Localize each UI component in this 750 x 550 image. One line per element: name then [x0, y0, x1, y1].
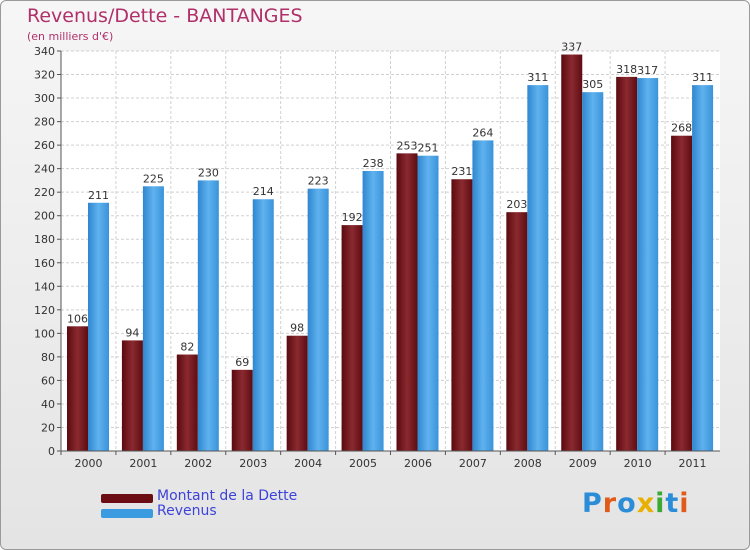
data-label: 82 [180, 341, 194, 354]
legend-swatch-revenus [101, 509, 153, 518]
x-tick-label: 2011 [679, 457, 707, 470]
y-tick-label: 160 [34, 257, 55, 270]
chart-subtitle: (en milliers d'€) [27, 30, 114, 43]
y-tick-label: 120 [34, 304, 55, 317]
data-label: 214 [253, 185, 274, 198]
x-tick-label: 2008 [514, 457, 542, 470]
bar-dette [506, 212, 528, 451]
y-tick-label: 60 [41, 374, 55, 387]
logo-letter: i [679, 488, 690, 519]
chart-title: Revenus/Dette - BANTANGES [27, 5, 303, 27]
bar-revenus [692, 85, 714, 451]
logo-letter: o [617, 488, 637, 519]
y-tick-label: 40 [41, 398, 55, 411]
x-tick-label: 2007 [459, 457, 487, 470]
bar-revenus [197, 180, 219, 452]
bar-revenus [582, 92, 604, 452]
bar-revenus [417, 155, 439, 452]
logo-letter: i [655, 488, 666, 519]
y-tick-label: 100 [34, 327, 55, 340]
y-tick-label: 180 [34, 233, 55, 246]
x-tick-label: 2001 [129, 457, 157, 470]
data-label: 225 [143, 172, 164, 185]
bar-dette [341, 225, 363, 451]
data-label: 230 [198, 166, 219, 179]
y-tick-label: 140 [34, 280, 55, 293]
x-tick-label: 2005 [349, 457, 377, 470]
bar-dette [231, 369, 253, 451]
data-label: 253 [397, 139, 418, 152]
data-label: 337 [561, 41, 582, 54]
bar-dette [286, 335, 308, 451]
y-tick-label: 320 [34, 69, 55, 82]
data-label: 251 [418, 142, 439, 155]
bar-revenus [472, 140, 494, 452]
data-label: 98 [290, 322, 304, 335]
data-label: 268 [671, 122, 692, 135]
y-tick-label: 280 [34, 116, 55, 129]
y-tick-label: 340 [34, 45, 55, 58]
bar-dette [671, 135, 693, 452]
data-label: 318 [616, 63, 637, 76]
x-tick-label: 2003 [239, 457, 267, 470]
y-tick-label: 0 [48, 445, 55, 458]
y-tick-label: 80 [41, 351, 55, 364]
legend-label-revenus: Revenus [157, 503, 217, 519]
data-label: 223 [308, 175, 329, 188]
data-label: 311 [692, 71, 713, 84]
legend-label-dette: Montant de la Dette [157, 488, 298, 504]
bar-dette [451, 179, 473, 451]
x-tick-label: 2009 [569, 457, 597, 470]
legend-swatch-dette [101, 494, 153, 503]
data-label: 94 [125, 326, 139, 339]
data-label: 238 [363, 157, 384, 170]
bar-revenus [252, 199, 274, 451]
logo-letter: t [665, 488, 680, 519]
bar-dette [561, 54, 583, 451]
bar-dette [67, 326, 88, 451]
data-label: 211 [88, 189, 109, 202]
x-tick-label: 2006 [404, 457, 432, 470]
data-label: 231 [451, 165, 472, 178]
logo-letter: P [582, 488, 603, 519]
proxiti-logo: Proxiti [582, 488, 690, 519]
data-label: 264 [472, 126, 493, 139]
bar-revenus [362, 171, 384, 451]
bar-revenus [142, 186, 164, 451]
x-tick-label: 2000 [74, 457, 102, 470]
x-tick-label: 2002 [184, 457, 212, 470]
bar-dette [396, 153, 418, 451]
x-tick-label: 2004 [294, 457, 322, 470]
logo-letter: r [602, 488, 618, 519]
data-label: 317 [637, 64, 658, 77]
data-label: 192 [342, 211, 363, 224]
data-label: 69 [235, 356, 249, 369]
bar-dette [176, 354, 198, 451]
y-tick-label: 260 [34, 139, 55, 152]
y-tick-label: 200 [34, 210, 55, 223]
y-tick-label: 240 [34, 163, 55, 176]
y-tick-label: 220 [34, 186, 55, 199]
data-label: 106 [67, 312, 88, 325]
data-label: 203 [506, 198, 527, 211]
bar-revenus [637, 78, 659, 451]
data-label: 305 [582, 78, 603, 91]
bar-revenus [307, 188, 329, 451]
y-tick-label: 20 [41, 421, 55, 434]
bar-revenus [88, 202, 109, 451]
data-label: 311 [527, 71, 548, 84]
bar-dette [616, 76, 638, 451]
logo-letter: x [636, 488, 656, 519]
x-tick-label: 2010 [624, 457, 652, 470]
bar-revenus [527, 85, 549, 451]
y-tick-label: 300 [34, 92, 55, 105]
bar-dette [121, 340, 143, 451]
